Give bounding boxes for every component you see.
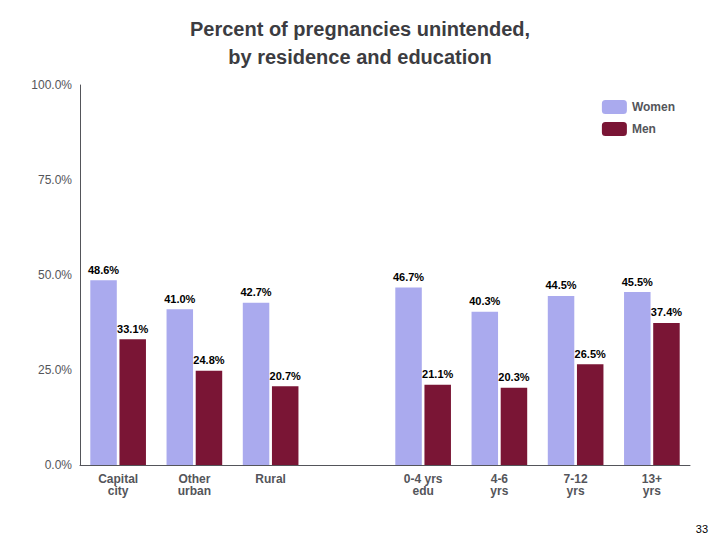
svg-text:25.0%: 25.0%: [38, 363, 72, 377]
svg-text:21.1%: 21.1%: [422, 368, 453, 380]
svg-text:Women: Women: [632, 100, 675, 114]
svg-text:by residence and education: by residence and education: [228, 46, 491, 68]
svg-text:7-12: 7-12: [563, 472, 588, 486]
svg-text:yrs: yrs: [567, 484, 585, 498]
svg-text:44.5%: 44.5%: [545, 279, 576, 291]
svg-text:0.0%: 0.0%: [45, 458, 73, 472]
svg-text:yrs: yrs: [490, 484, 508, 498]
svg-text:33: 33: [696, 523, 708, 535]
svg-text:4-6: 4-6: [490, 472, 508, 486]
svg-text:50.0%: 50.0%: [38, 268, 72, 282]
svg-text:42.7%: 42.7%: [240, 286, 271, 298]
svg-text:45.5%: 45.5%: [622, 276, 653, 288]
svg-text:24.8%: 24.8%: [193, 354, 224, 366]
svg-text:20.7%: 20.7%: [270, 370, 301, 382]
svg-text:48.6%: 48.6%: [88, 264, 119, 276]
svg-text:26.5%: 26.5%: [575, 348, 606, 360]
svg-text:Other: Other: [178, 472, 211, 486]
svg-text:41.0%: 41.0%: [164, 293, 195, 305]
svg-text:100.0%: 100.0%: [31, 78, 72, 92]
svg-text:edu: edu: [412, 484, 433, 498]
svg-text:city: city: [108, 484, 129, 498]
svg-text:40.3%: 40.3%: [469, 295, 500, 307]
svg-text:Percent of pregnancies uninten: Percent of pregnancies unintended,: [190, 18, 530, 40]
svg-text:Men: Men: [632, 122, 656, 136]
svg-text:46.7%: 46.7%: [393, 271, 424, 283]
svg-text:20.3%: 20.3%: [498, 371, 529, 383]
svg-text:13+: 13+: [641, 472, 663, 486]
svg-text:33.1%: 33.1%: [117, 323, 148, 335]
svg-text:0-4 yrs: 0-4 yrs: [403, 472, 443, 486]
svg-text:yrs: yrs: [643, 484, 661, 498]
svg-text:75.0%: 75.0%: [38, 173, 72, 187]
svg-text:37.4%: 37.4%: [651, 306, 682, 318]
svg-text:urban: urban: [178, 484, 211, 498]
svg-text:Capital: Capital: [98, 472, 139, 486]
svg-text:Rural: Rural: [255, 472, 286, 486]
